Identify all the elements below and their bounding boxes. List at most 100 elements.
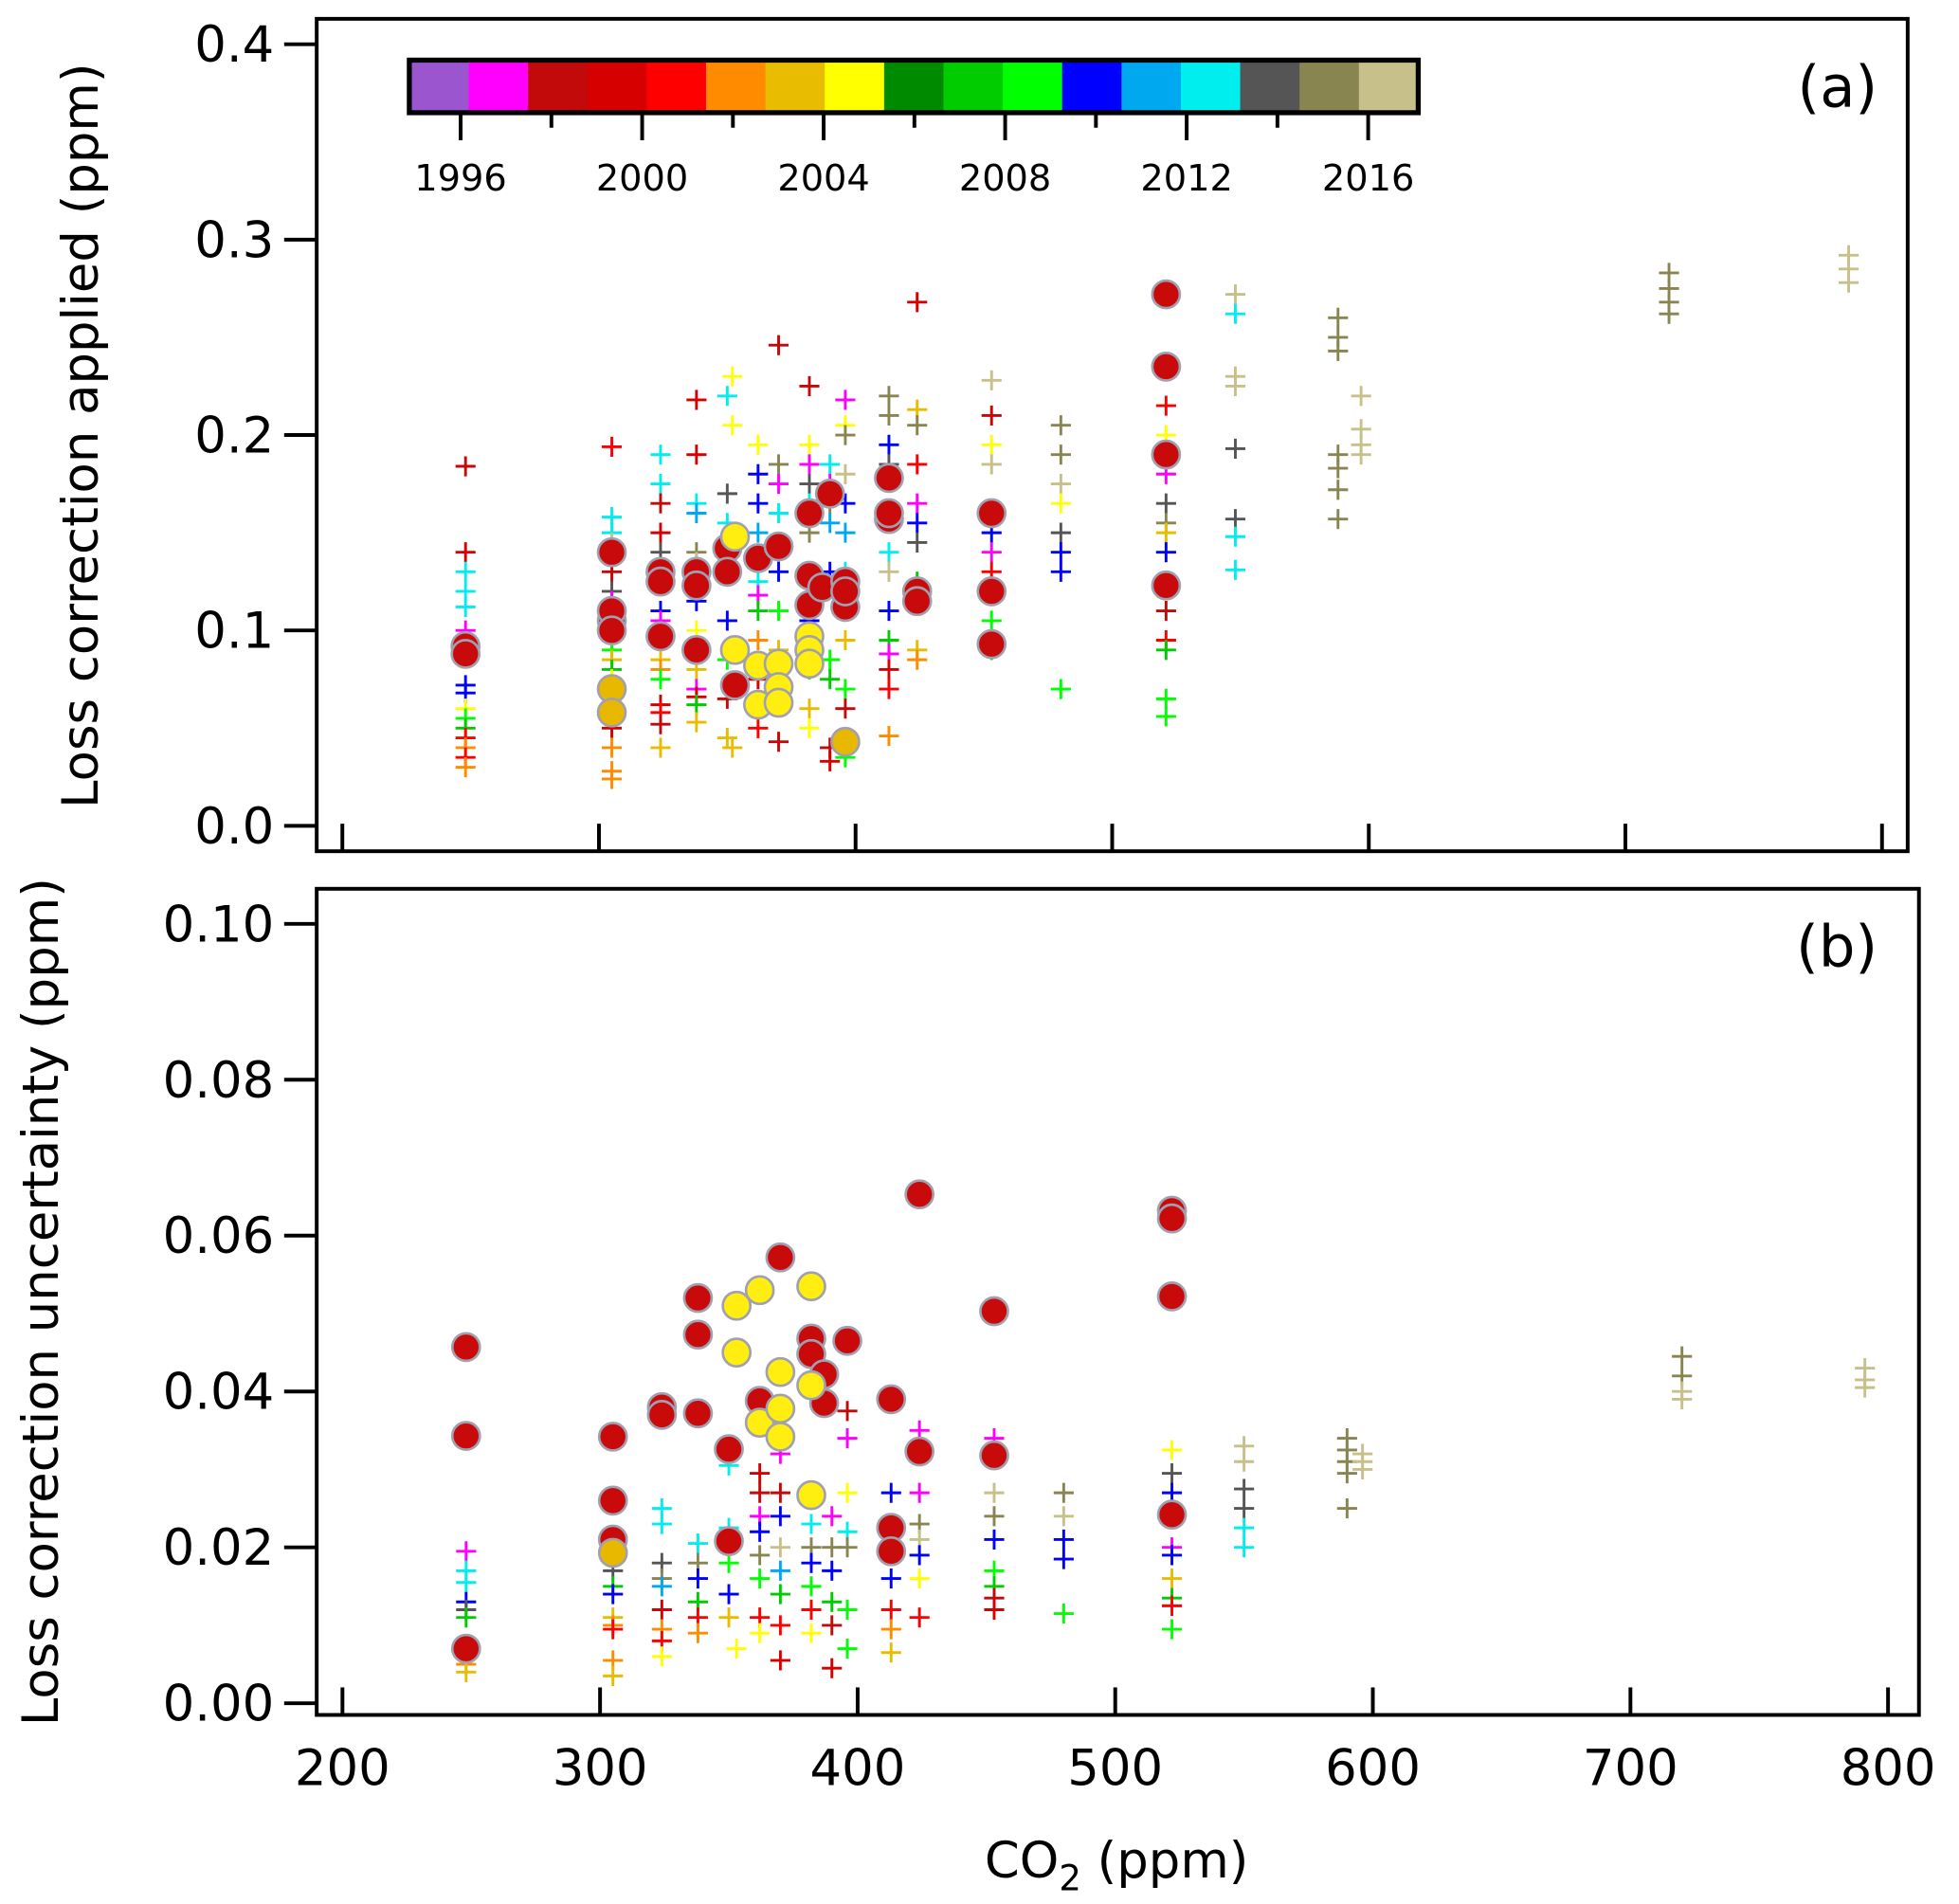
data-point-cross <box>820 751 841 771</box>
data-point-cross <box>820 513 841 534</box>
data-point-circle <box>796 1369 826 1401</box>
data-point-cross <box>455 756 476 778</box>
x-axis-title-subscript: 2 <box>1059 1858 1081 1898</box>
data-point-cross <box>750 1463 771 1484</box>
data-point-circle <box>450 1421 481 1451</box>
data-point-cross <box>822 1615 843 1636</box>
data-point-cross <box>880 1642 901 1663</box>
data-point-circle <box>596 615 627 646</box>
colorbar-segment <box>1121 60 1182 113</box>
data-point-cross <box>799 434 820 455</box>
data-point-cross <box>1234 1451 1255 1472</box>
data-point-cross <box>686 502 707 524</box>
data-point-cross <box>1161 1545 1183 1566</box>
data-point-cross <box>1224 284 1246 305</box>
data-point-circle <box>874 462 904 494</box>
data-point-cross <box>768 561 789 582</box>
data-point-cross <box>799 375 820 397</box>
data-point-cross <box>1672 1388 1693 1410</box>
data-point-cross <box>822 1658 843 1678</box>
data-point-cross <box>726 1639 747 1659</box>
data-point-circle <box>744 1275 775 1306</box>
data-point-circle <box>976 498 1007 529</box>
data-point-cross <box>768 474 789 495</box>
y-tick-label: 0.3 <box>194 211 274 269</box>
data-point-cross <box>748 601 769 622</box>
data-point-cross <box>880 1482 901 1503</box>
data-point-cross <box>837 1599 858 1621</box>
panel-b-label: (b) <box>1796 915 1877 981</box>
data-point-circle <box>597 1485 628 1516</box>
data-point-cross <box>456 1541 477 1562</box>
data-point-cross <box>909 1607 930 1628</box>
data-point-cross <box>822 1591 843 1612</box>
data-point-cross <box>879 679 899 699</box>
colorbar-segment <box>528 60 589 113</box>
data-point-cross <box>835 679 856 699</box>
data-point-cross <box>1328 340 1349 361</box>
data-point-cross <box>1050 561 1071 582</box>
data-point-cross <box>748 493 769 514</box>
data-point-cross <box>722 737 743 758</box>
colorbar-tick-label: 2000 <box>596 157 688 200</box>
colorbar-segment <box>825 60 885 113</box>
data-point-cross <box>603 1584 624 1605</box>
data-point-circle <box>645 566 676 597</box>
data-point-cross <box>1155 706 1176 727</box>
data-point-circle <box>682 1398 714 1429</box>
data-point-cross <box>718 1607 739 1628</box>
data-point-cross <box>879 434 899 455</box>
data-point-cross <box>748 434 769 455</box>
data-point-cross <box>770 1482 790 1503</box>
data-point-cross <box>650 444 671 465</box>
data-point-circle <box>876 1535 907 1567</box>
data-point-cross <box>650 522 671 543</box>
data-point-cross <box>1328 458 1349 479</box>
plot-frame <box>315 886 1921 1717</box>
data-point-cross <box>1050 493 1071 514</box>
data-point-cross <box>456 1661 477 1682</box>
y-tick-label: 0.4 <box>194 16 274 74</box>
data-point-cross <box>770 1615 790 1636</box>
data-point-cross <box>750 1569 771 1589</box>
data-point-cross <box>1050 474 1071 495</box>
data-point-circle <box>904 1436 935 1467</box>
data-point-cross <box>835 629 856 651</box>
data-point-circle <box>646 1400 678 1430</box>
data-point-circle <box>904 1179 935 1210</box>
data-point-cross <box>909 1569 930 1589</box>
data-point-cross <box>801 1576 822 1597</box>
colorbar-segment <box>1240 60 1300 113</box>
colorbar-segment <box>1299 60 1360 113</box>
data-point-cross <box>455 542 476 563</box>
data-point-cross <box>716 610 737 631</box>
data-point-cross <box>1155 601 1176 622</box>
data-point-circle <box>794 498 825 529</box>
data-point-cross <box>822 1560 843 1581</box>
data-point-cross <box>651 1514 672 1534</box>
data-point-cross <box>455 596 476 618</box>
data-point-cross <box>799 454 820 475</box>
data-point-cross <box>837 1537 858 1558</box>
data-point-circle <box>832 1325 862 1356</box>
data-point-circle <box>901 586 933 617</box>
data-point-cross <box>650 714 671 734</box>
data-point-cross <box>687 1623 708 1643</box>
data-point-circle <box>765 1356 796 1387</box>
data-point-cross <box>650 737 671 758</box>
data-point-cross <box>768 454 789 475</box>
x-tick-label: 700 <box>1583 1739 1678 1797</box>
data-point-circle <box>712 556 743 588</box>
data-point-cross <box>1161 1619 1183 1640</box>
data-point-circle <box>744 1407 775 1438</box>
data-point-cross <box>687 1569 708 1589</box>
panel-a-y-axis-title: Loss correction applied (ppm) <box>52 63 110 808</box>
data-point-cross <box>722 415 743 436</box>
data-point-cross <box>984 1506 1005 1527</box>
data-point-cross <box>907 649 928 670</box>
data-point-cross <box>1053 1506 1074 1527</box>
y-tick-label: 0.10 <box>163 896 275 953</box>
data-point-cross <box>770 1584 790 1605</box>
data-point-cross <box>822 1506 843 1527</box>
data-point-cross <box>750 1623 771 1643</box>
